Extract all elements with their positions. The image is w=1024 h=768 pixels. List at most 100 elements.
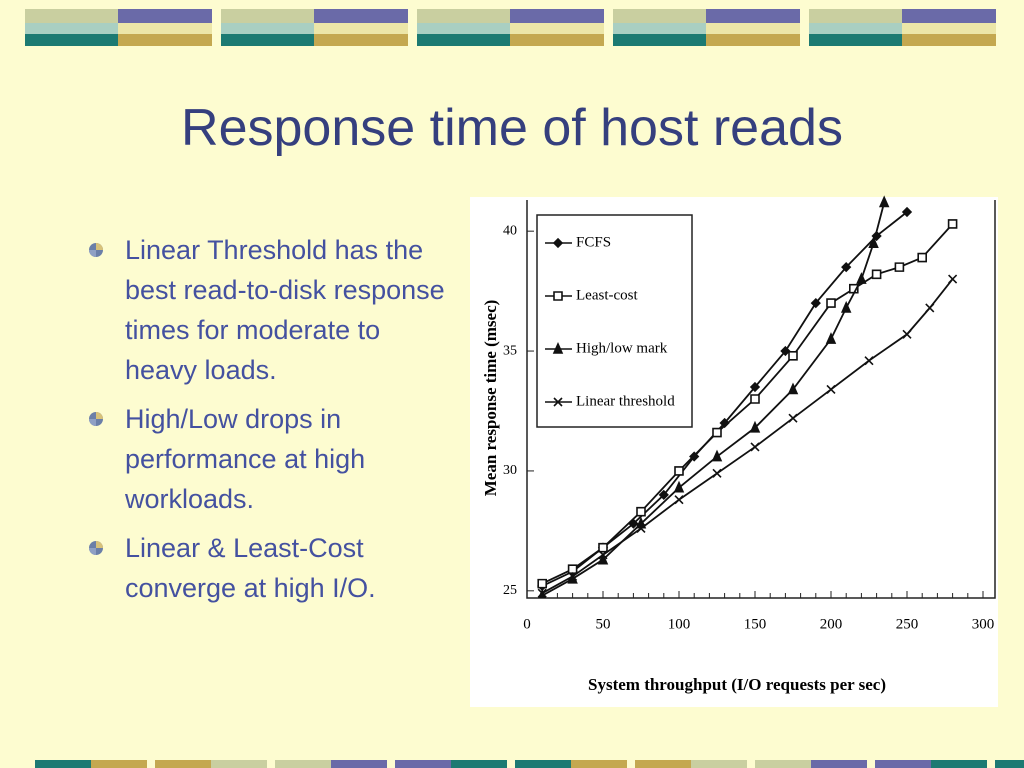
bottom-banner	[35, 760, 1024, 768]
banner-stripe	[417, 9, 510, 23]
plot-frame	[526, 200, 996, 599]
banner-stripe	[995, 760, 1024, 768]
marker	[712, 468, 722, 478]
banner-stripe	[515, 760, 571, 768]
banner-stripe	[613, 23, 706, 34]
banner-stripe	[35, 760, 91, 768]
marker	[871, 230, 882, 242]
marker	[711, 449, 723, 462]
legend-box	[536, 214, 693, 428]
marker	[826, 298, 836, 308]
marker	[841, 262, 852, 273]
banner-stripe	[811, 760, 867, 768]
marker	[840, 300, 852, 313]
banner-stripe	[221, 34, 314, 46]
marker	[552, 237, 564, 249]
y-tick-label: 35	[503, 343, 517, 358]
banner-stripe	[314, 34, 408, 46]
bullet-text: Linear Threshold has the best read-to-di…	[125, 235, 445, 385]
banner-stripe	[809, 9, 902, 23]
banner-stripe	[706, 34, 800, 46]
banner-stripe	[809, 34, 902, 46]
y-tick-label: 40	[503, 223, 517, 238]
banner-stripe	[221, 23, 314, 34]
marker	[917, 252, 927, 263]
marker	[868, 236, 879, 248]
marker	[864, 356, 874, 366]
banner-stripe	[691, 760, 747, 768]
bullet-icon	[89, 541, 103, 555]
marker	[636, 506, 646, 517]
legend-label: FCFS	[576, 234, 611, 250]
x-tick-label: 300	[972, 616, 995, 632]
banner-stripe	[571, 760, 627, 768]
banner-stripe	[221, 23, 408, 34]
bullet-item: Linear Threshold has the best read-to-di…	[88, 230, 458, 390]
marker	[825, 332, 837, 344]
banner-stripe	[91, 760, 147, 768]
banner-stripe	[417, 23, 510, 34]
marker	[537, 578, 547, 589]
marker	[901, 206, 913, 218]
marker	[674, 466, 684, 476]
banner-stripe	[417, 23, 604, 34]
banner-stripe	[613, 9, 706, 23]
bullet-item: Linear & Least-Cost converge at high I/O…	[88, 528, 458, 608]
legend-label: High/low mark	[576, 340, 668, 356]
banner-stripe	[902, 34, 996, 46]
marker	[552, 342, 564, 354]
x-tick-label: 100	[668, 616, 691, 632]
banner-stripe	[706, 9, 800, 23]
banner-stripe	[902, 9, 996, 23]
banner-stripe	[510, 34, 604, 46]
banner-stripe	[755, 760, 811, 768]
top-banner	[25, 9, 996, 46]
legend: FCFS Least-cost High/low mark Linear thresh…	[536, 214, 693, 428]
marker	[673, 480, 685, 493]
marker	[902, 329, 912, 339]
banner-stripe	[25, 23, 118, 34]
marker	[598, 542, 608, 553]
marker	[871, 269, 882, 280]
marker	[787, 382, 799, 395]
banner-stripe	[211, 760, 267, 768]
marker	[537, 588, 547, 598]
marker	[749, 381, 761, 393]
marker	[750, 442, 760, 452]
marker	[553, 291, 563, 301]
marker	[780, 345, 791, 357]
plot-area	[537, 195, 958, 598]
banner-stripe	[395, 760, 451, 768]
marker	[750, 394, 760, 404]
marker	[894, 262, 905, 272]
banner-stripe	[118, 9, 212, 23]
marker	[810, 297, 821, 309]
marker	[925, 303, 935, 313]
legend-label: Linear threshold	[576, 393, 675, 409]
banner-stripe	[314, 9, 408, 23]
marker	[674, 495, 684, 505]
banner-stripe	[451, 760, 507, 768]
marker	[658, 489, 669, 501]
banner-stripe	[25, 23, 212, 34]
bullet-text: High/Low drops in performance at high wo…	[125, 404, 366, 514]
banner-stripe	[25, 34, 118, 46]
banner-stripe	[613, 34, 706, 46]
marker	[568, 571, 578, 581]
banner-stripe	[809, 23, 996, 34]
banner-stripe	[931, 760, 987, 768]
banner-stripe	[613, 23, 800, 34]
marker	[948, 274, 958, 284]
marker	[636, 523, 646, 534]
marker	[598, 550, 608, 560]
x-tick-label: 50	[596, 616, 611, 632]
marker	[878, 195, 890, 208]
marker	[856, 272, 867, 284]
bullet-list: Linear Threshold has the best read-to-di…	[88, 230, 458, 617]
legend-label: Least-cost	[576, 287, 638, 303]
banner-stripe	[25, 9, 118, 23]
y-tick-label: 25	[503, 583, 517, 598]
banner-stripe	[510, 9, 604, 23]
